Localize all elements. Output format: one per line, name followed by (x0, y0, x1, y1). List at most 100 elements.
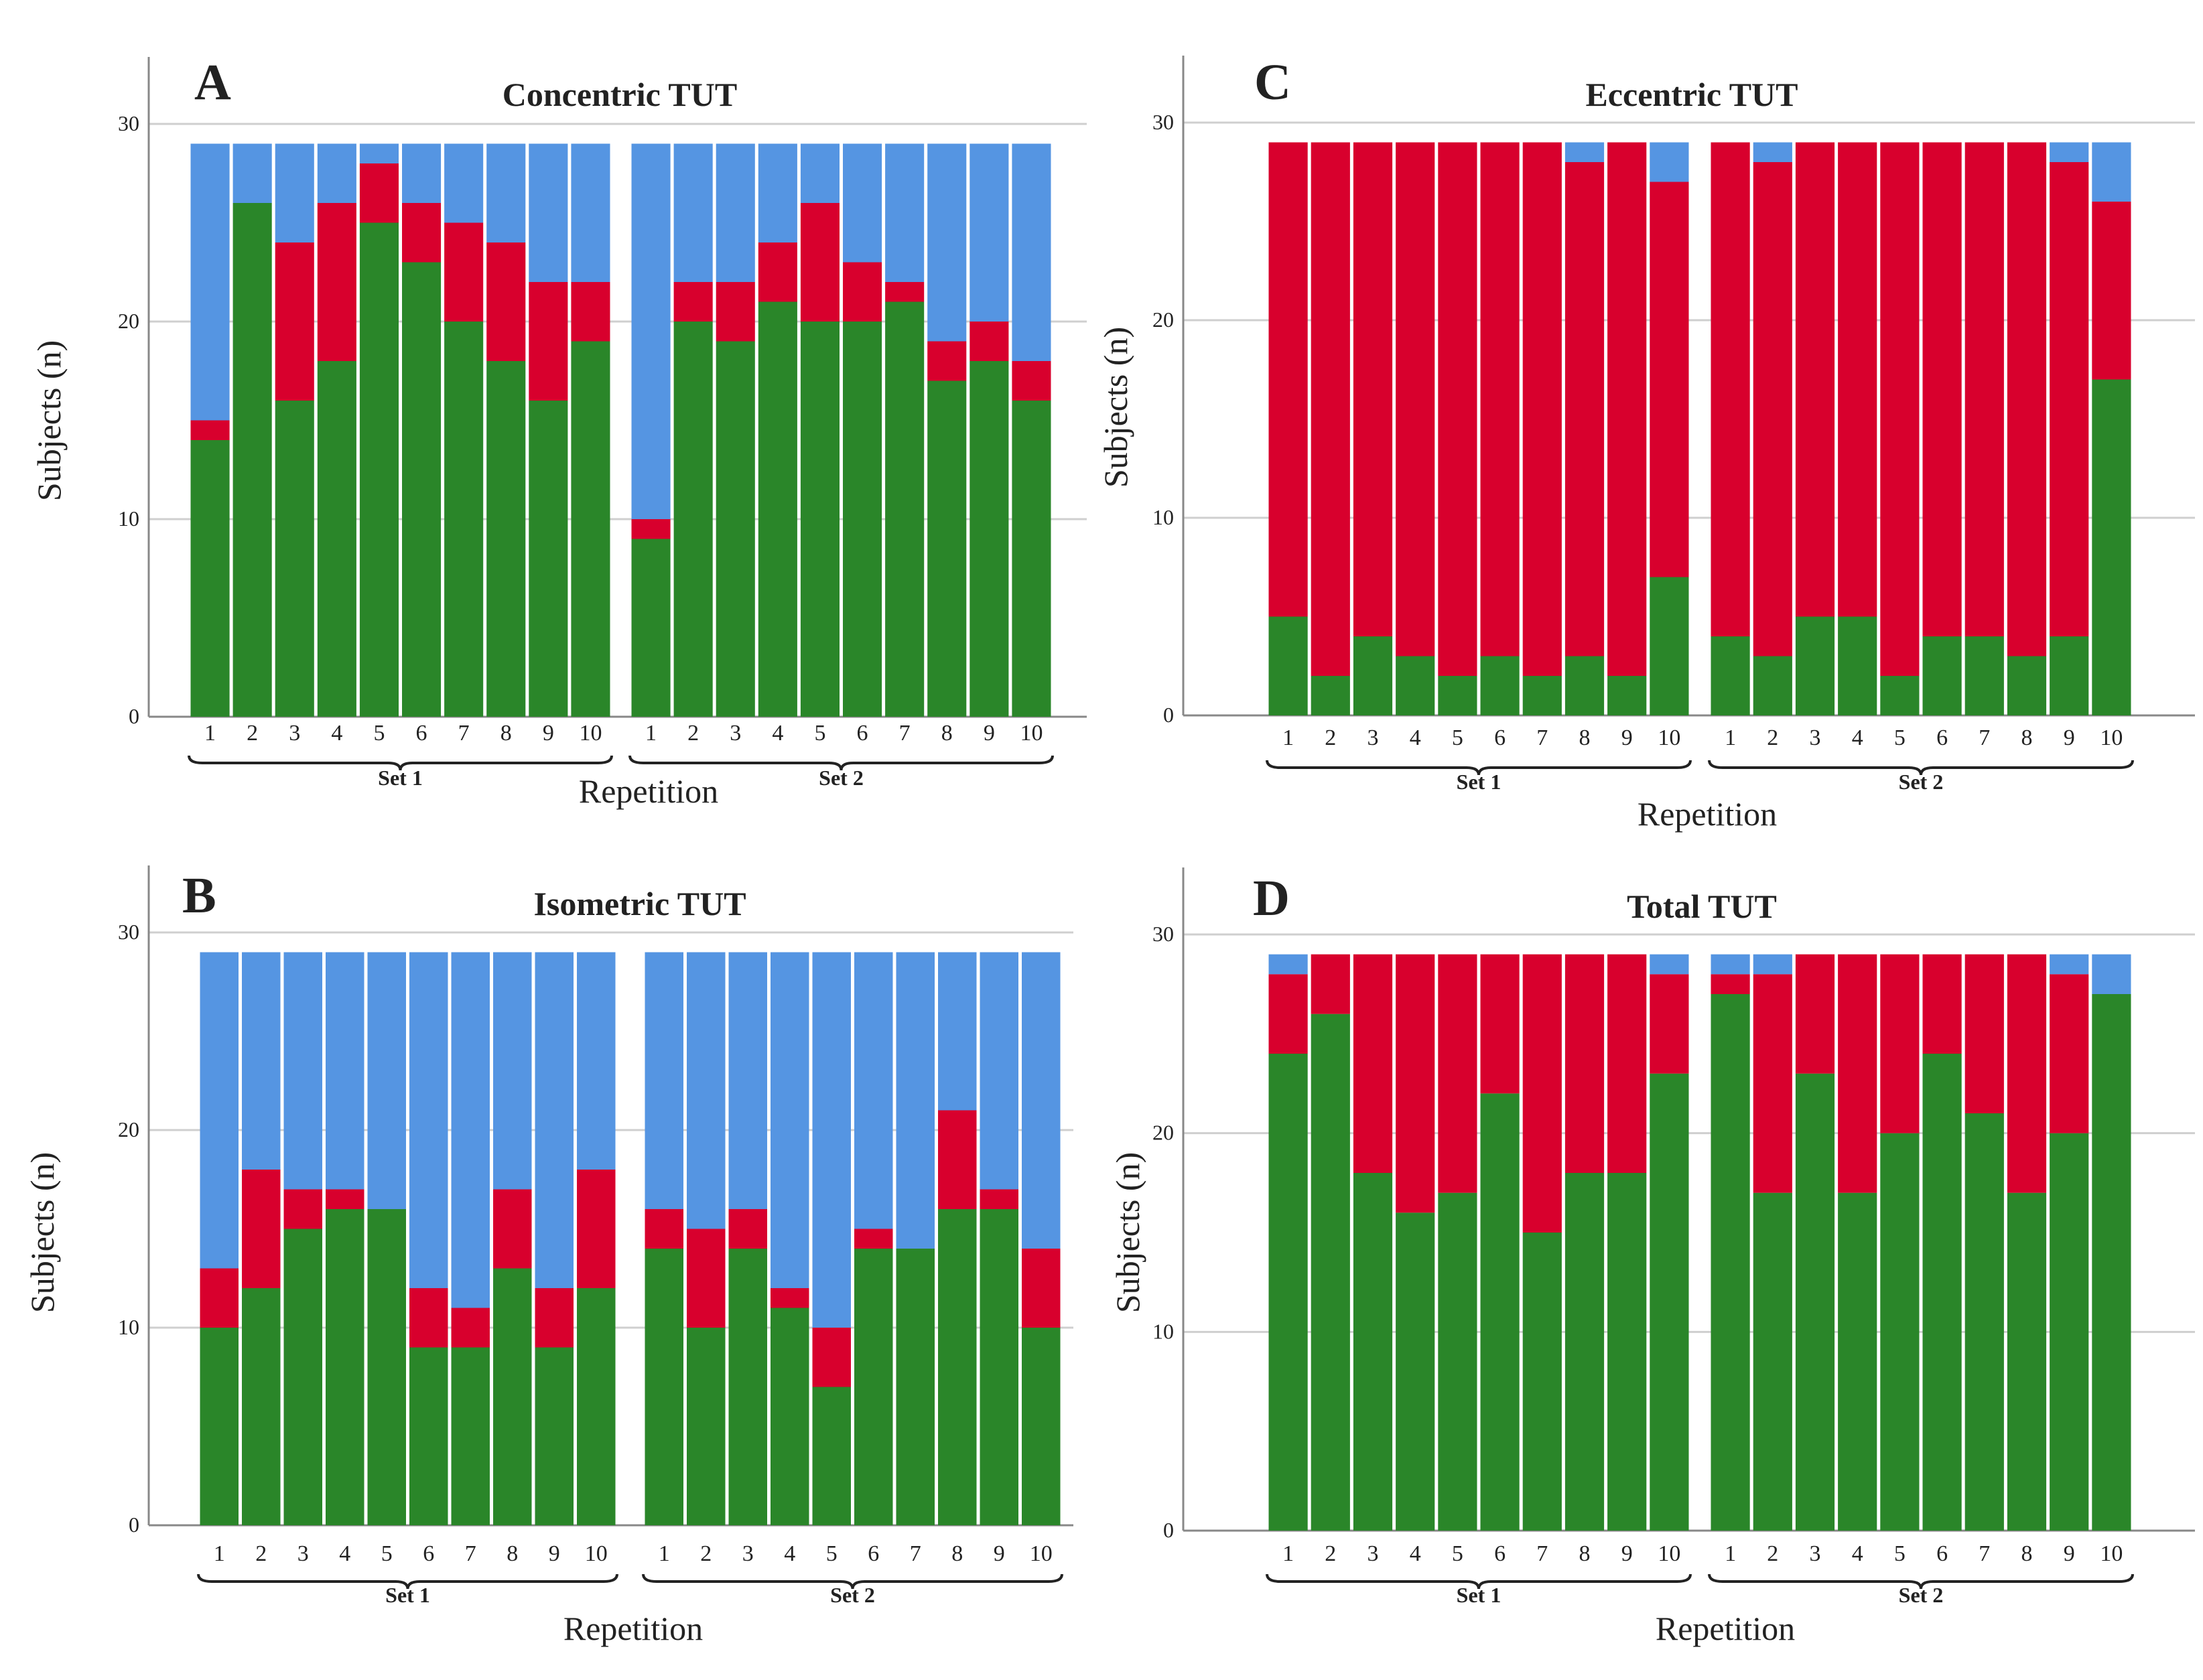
bar-d-set1-rep7-green (1522, 1233, 1562, 1531)
y-tick-label: 10 (118, 1315, 139, 1339)
bar-c-set1-rep8-red (1564, 162, 1605, 656)
bar-b-set2-rep4-green (771, 1308, 809, 1525)
chart-title: Concentric TUT (503, 76, 737, 113)
bar-c-set1-rep1-red (1268, 142, 1308, 617)
bar-b-set1-rep5-green (367, 1209, 406, 1525)
bar-a-set2-rep2-red (673, 282, 713, 322)
bar-a-set2-rep4-green (758, 301, 797, 717)
bar-d-set1-rep6-green (1480, 1093, 1520, 1531)
x-tick-label: 9 (1621, 1541, 1633, 1566)
x-tick-label: 10 (1658, 1541, 1680, 1566)
bar-b-set1-rep3-red (283, 1189, 322, 1229)
bar-a-set2-rep9-blue (970, 143, 1009, 322)
bar-b-set2-rep10-red (1022, 1249, 1061, 1328)
panel-letter: A (194, 54, 231, 111)
bar-a-set2-rep10-green (1012, 401, 1051, 717)
x-tick-label: 1 (1725, 725, 1736, 750)
bar-a-set1-rep5-blue (359, 143, 399, 163)
x-tick-label: 4 (339, 1541, 350, 1566)
y-tick-label: 20 (118, 1117, 139, 1141)
bar-c-set2-rep1-red (1711, 142, 1750, 636)
bar-b-set1-rep9-red (535, 1288, 574, 1348)
bar-c-set2-rep3-green (1795, 616, 1835, 715)
bar-a-set2-rep3-red (716, 282, 755, 342)
bar-a-set1-rep4-blue (317, 143, 356, 203)
bar-c-set2-rep2-green (1753, 656, 1792, 715)
bar-a-set2-rep1-green (631, 539, 671, 717)
bar-a-set1-rep1-red (190, 420, 230, 440)
bar-a-set1-rep7-red (444, 222, 484, 322)
y-axis-label: Subjects (n) (1097, 327, 1134, 488)
bar-a-set2-rep5-green (800, 322, 840, 717)
bar-b-set1-rep7-green (451, 1347, 490, 1525)
x-tick-label: 8 (507, 1541, 518, 1566)
x-tick-label: 2 (1767, 725, 1778, 750)
bar-d-set2-rep2-red (1753, 974, 1792, 1193)
y-tick-label: 10 (1152, 1319, 1174, 1343)
bar-c-set2-rep7-red (1964, 142, 2004, 636)
bar-d-set1-rep4-red (1396, 954, 1435, 1213)
set-label: Set 1 (1457, 1583, 1501, 1607)
bar-d-set1-rep3-red (1353, 954, 1393, 1173)
bar-c-set1-rep6-red (1480, 142, 1520, 656)
bar-b-set2-rep3-green (728, 1249, 767, 1525)
x-tick-label: 1 (1282, 1541, 1294, 1566)
y-tick-label: 0 (1163, 1518, 1174, 1542)
x-tick-label: 1 (659, 1541, 670, 1566)
bar-d-set1-rep4-green (1396, 1212, 1435, 1531)
x-tick-label: 7 (458, 721, 470, 746)
bar-a-set2-rep2-green (673, 322, 713, 717)
chart-title: Isometric TUT (533, 885, 746, 922)
bar-d-set1-rep5-red (1438, 954, 1477, 1193)
set-label: Set 1 (378, 766, 423, 790)
bar-a-set1-rep9-blue (529, 143, 568, 282)
bar-b-set2-rep1-red (645, 1209, 683, 1249)
x-tick-label: 10 (585, 1541, 608, 1566)
bar-c-set2-rep2-blue (1753, 142, 1792, 162)
bar-d-set1-rep1-blue (1268, 954, 1308, 975)
bar-b-set2-rep2-blue (687, 952, 726, 1229)
bar-c-set2-rep8-green (2007, 656, 2047, 715)
x-tick-label: 10 (1030, 1541, 1053, 1566)
bar-b-set2-rep8-blue (938, 952, 977, 1111)
bar-a-set1-rep2-green (232, 203, 272, 717)
x-tick-label: 5 (826, 1541, 838, 1566)
bar-a-set2-rep3-blue (716, 143, 755, 282)
bar-a-set1-rep10-green (571, 341, 610, 717)
x-tick-label: 4 (1852, 725, 1863, 750)
bar-a-set1-rep5-red (359, 163, 399, 223)
y-axis-label: Subjects (n) (23, 1152, 61, 1313)
y-tick-label: 30 (1152, 110, 1174, 134)
bar-b-set1-rep7-blue (451, 952, 490, 1308)
set-brace (1266, 760, 1692, 776)
x-tick-label: 9 (984, 721, 995, 746)
x-tick-label: 7 (899, 721, 911, 746)
bar-b-set1-rep9-green (535, 1347, 574, 1525)
x-tick-label: 10 (1020, 721, 1043, 746)
bar-c-set2-rep2-red (1753, 162, 1792, 656)
bar-a-set1-rep8-green (486, 361, 526, 717)
y-tick-label: 10 (118, 506, 139, 531)
x-tick-label: 9 (549, 1541, 560, 1566)
x-tick-label: 4 (331, 721, 342, 746)
bar-b-set2-rep4-blue (771, 952, 809, 1288)
bar-a-set1-rep4-red (317, 203, 356, 361)
bar-a-set1-rep7-green (444, 322, 484, 717)
bar-b-set2-rep3-blue (728, 952, 767, 1209)
x-axis-label: Repetition (579, 772, 718, 810)
x-tick-label: 2 (247, 721, 258, 746)
bar-a-set2-rep10-blue (1012, 143, 1051, 361)
bar-d-set2-rep8-red (2007, 954, 2047, 1193)
bar-d-set2-rep1-blue (1711, 954, 1750, 975)
x-tick-label: 3 (742, 1541, 754, 1566)
bar-c-set2-rep9-green (2050, 636, 2089, 715)
bar-b-set2-rep10-green (1022, 1328, 1061, 1525)
x-tick-label: 1 (645, 721, 657, 746)
panel-d: 0 10 20 30 1 2 3 4 5 6 7 8 9 10 Set 1 1 2 3 4 5 6 7 8 9 10 Set 2 D… (1109, 867, 2195, 1647)
x-tick-label: 7 (910, 1541, 921, 1566)
set-label: Set 2 (819, 766, 864, 790)
bar-b-set2-rep2-red (687, 1229, 726, 1328)
bar-c-set2-rep5-green (1880, 676, 1920, 715)
bar-b-set1-rep2-blue (242, 952, 281, 1170)
bar-b-set1-rep7-red (451, 1308, 490, 1348)
